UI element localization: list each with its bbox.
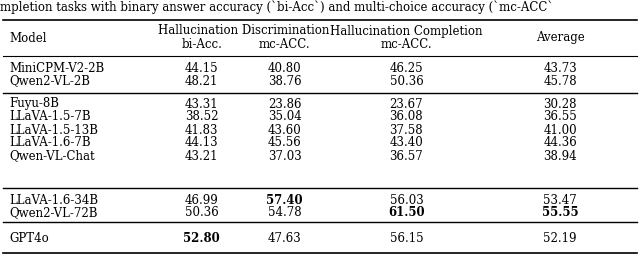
Text: Qwen2-VL-2B: Qwen2-VL-2B bbox=[10, 75, 91, 88]
Text: 61.50: 61.50 bbox=[388, 206, 425, 219]
Text: mc-ACC.: mc-ACC. bbox=[259, 37, 310, 51]
Text: 41.83: 41.83 bbox=[185, 123, 218, 136]
Text: Average: Average bbox=[536, 31, 584, 44]
Text: 23.67: 23.67 bbox=[390, 97, 423, 111]
Text: Model: Model bbox=[10, 31, 47, 44]
Text: 36.08: 36.08 bbox=[390, 111, 423, 123]
Text: 43.73: 43.73 bbox=[543, 61, 577, 75]
Text: 30.28: 30.28 bbox=[543, 97, 577, 111]
Text: 46.25: 46.25 bbox=[390, 61, 423, 75]
Text: 45.78: 45.78 bbox=[543, 75, 577, 88]
Text: 44.13: 44.13 bbox=[185, 136, 218, 150]
Text: 36.55: 36.55 bbox=[543, 111, 577, 123]
Text: 45.56: 45.56 bbox=[268, 136, 301, 150]
Text: 35.04: 35.04 bbox=[268, 111, 301, 123]
Text: LLaVA-1.6-34B: LLaVA-1.6-34B bbox=[10, 194, 99, 206]
Text: mc-ACC.: mc-ACC. bbox=[381, 37, 432, 51]
Text: 43.21: 43.21 bbox=[185, 150, 218, 162]
Text: Hallucination Discrimination: Hallucination Discrimination bbox=[157, 25, 329, 37]
Text: 50.36: 50.36 bbox=[185, 206, 218, 219]
Text: GPT4o: GPT4o bbox=[10, 232, 49, 245]
Text: 40.80: 40.80 bbox=[268, 61, 301, 75]
Text: 43.40: 43.40 bbox=[390, 136, 423, 150]
Text: 43.31: 43.31 bbox=[185, 97, 218, 111]
Text: 37.58: 37.58 bbox=[390, 123, 423, 136]
Text: 50.36: 50.36 bbox=[390, 75, 423, 88]
Text: 44.15: 44.15 bbox=[185, 61, 218, 75]
Text: 48.21: 48.21 bbox=[185, 75, 218, 88]
Text: 56.03: 56.03 bbox=[390, 194, 423, 206]
Text: 57.40: 57.40 bbox=[266, 194, 303, 206]
Text: 46.99: 46.99 bbox=[185, 194, 218, 206]
Text: 37.03: 37.03 bbox=[268, 150, 301, 162]
Text: Qwen-VL-Chat: Qwen-VL-Chat bbox=[10, 150, 95, 162]
Text: 38.52: 38.52 bbox=[185, 111, 218, 123]
Text: 52.19: 52.19 bbox=[543, 232, 577, 245]
Text: 38.94: 38.94 bbox=[543, 150, 577, 162]
Text: 23.86: 23.86 bbox=[268, 97, 301, 111]
Text: mpletion tasks with binary answer accuracy (`bi-Acc`) and multi-choice accuracy : mpletion tasks with binary answer accura… bbox=[0, 0, 553, 13]
Text: Hallucination Completion: Hallucination Completion bbox=[330, 25, 483, 37]
Text: 38.76: 38.76 bbox=[268, 75, 301, 88]
Text: 47.63: 47.63 bbox=[268, 232, 301, 245]
Text: 56.15: 56.15 bbox=[390, 232, 423, 245]
Text: Fuyu-8B: Fuyu-8B bbox=[10, 97, 60, 111]
Text: Qwen2-VL-72B: Qwen2-VL-72B bbox=[10, 206, 98, 219]
Text: LLaVA-1.5-7B: LLaVA-1.5-7B bbox=[10, 111, 92, 123]
Text: 55.55: 55.55 bbox=[541, 206, 579, 219]
Text: bi-Acc.: bi-Acc. bbox=[181, 37, 222, 51]
Text: 54.78: 54.78 bbox=[268, 206, 301, 219]
Text: LLaVA-1.5-13B: LLaVA-1.5-13B bbox=[10, 123, 99, 136]
Text: 53.47: 53.47 bbox=[543, 194, 577, 206]
Text: 41.00: 41.00 bbox=[543, 123, 577, 136]
Text: LLaVA-1.6-7B: LLaVA-1.6-7B bbox=[10, 136, 92, 150]
Text: 44.36: 44.36 bbox=[543, 136, 577, 150]
Text: 36.57: 36.57 bbox=[390, 150, 423, 162]
Text: 52.80: 52.80 bbox=[183, 232, 220, 245]
Text: 43.60: 43.60 bbox=[268, 123, 301, 136]
Text: MiniCPM-V2-2B: MiniCPM-V2-2B bbox=[10, 61, 105, 75]
